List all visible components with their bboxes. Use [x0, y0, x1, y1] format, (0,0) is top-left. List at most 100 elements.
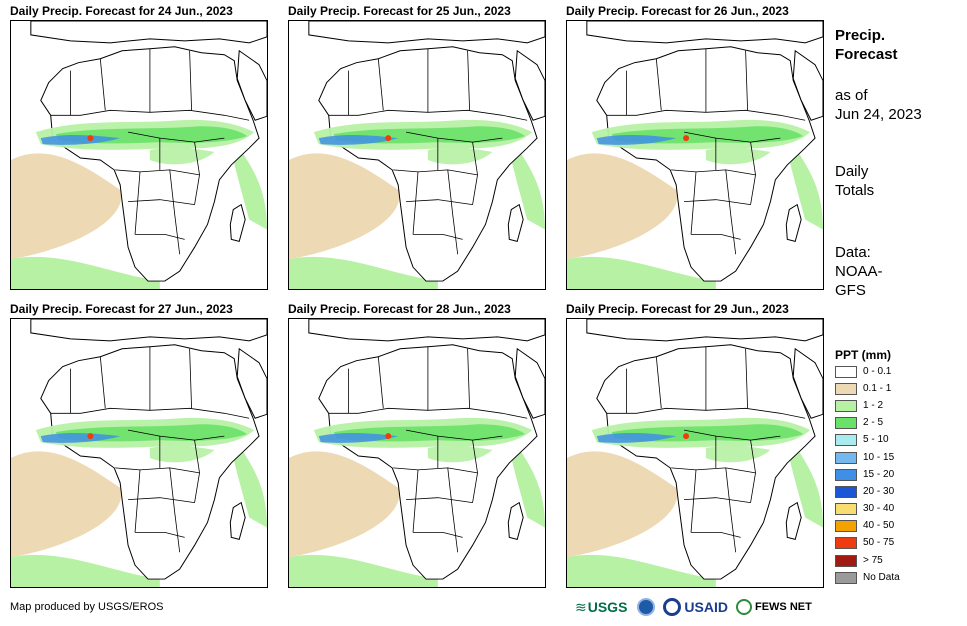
country-border — [750, 440, 756, 503]
precip-band-heavy-west — [40, 432, 121, 443]
country-border — [745, 50, 748, 111]
panel-title: Daily Precip. Forecast for 24 Jun., 2023 — [10, 4, 233, 18]
legend-item: 2 - 5 — [835, 415, 955, 432]
precip-area-southern-ocean — [289, 554, 438, 587]
agency-logos: ≋ USGS USAID FEWS NET — [575, 595, 835, 619]
forecast-map[interactable] — [566, 20, 824, 290]
africa-landmass — [318, 344, 538, 580]
precip-hotspot — [683, 433, 690, 440]
data-line1: Data: — [835, 244, 871, 261]
africa-landmass — [40, 344, 260, 580]
country-border — [169, 169, 181, 255]
country-border — [406, 131, 503, 143]
precip-band-heavy-west — [318, 134, 399, 145]
usaid-logo-text: USAID — [684, 599, 728, 615]
precip-area-indian-ocean — [787, 438, 823, 528]
totals-line1: Daily — [835, 163, 869, 180]
legend-swatch — [835, 485, 857, 498]
sidebar-title: Precip. Forecast — [835, 26, 955, 64]
country-border — [467, 348, 470, 409]
madagascar-landmass — [507, 501, 524, 540]
country-border — [115, 467, 200, 474]
country-border — [189, 50, 192, 111]
map-svg — [11, 21, 267, 289]
legend-swatch — [835, 451, 857, 464]
fewsnet-globe-icon — [735, 599, 752, 615]
legend-swatch — [835, 365, 857, 378]
forecast-map[interactable] — [288, 20, 546, 290]
precip-area-south-atlantic — [289, 153, 400, 260]
precip-area-southern-ocean — [289, 256, 438, 289]
panel-title: Daily Precip. Forecast for 26 Jun., 2023 — [566, 4, 789, 18]
legend-swatch — [835, 434, 857, 447]
legend-swatch — [835, 399, 857, 412]
europe-landmass — [586, 319, 823, 342]
country-border — [691, 234, 741, 240]
country-border — [128, 497, 195, 504]
panel-title: Daily Precip. Forecast for 28 Jun., 2023 — [288, 302, 511, 316]
legend-label: 20 - 30 — [863, 485, 895, 497]
legend-item: 30 - 40 — [835, 501, 955, 518]
legend-item: 40 - 50 — [835, 518, 955, 535]
country-border — [690, 469, 697, 533]
country-border — [406, 199, 473, 206]
asof-line2: Jun 24, 2023 — [835, 106, 922, 123]
europe-landmass — [308, 319, 545, 342]
country-border — [684, 131, 781, 143]
forecast-map[interactable] — [10, 20, 268, 290]
country-border — [194, 440, 200, 503]
forecast-map[interactable] — [10, 318, 268, 588]
precip-band-heavy-west — [596, 432, 677, 443]
legend-item: 20 - 30 — [835, 483, 955, 500]
forecast-map[interactable] — [288, 318, 546, 588]
country-border — [467, 50, 470, 111]
sidebar-data-source: Data: NOAA- GFS — [835, 243, 955, 300]
legend-swatch — [835, 571, 857, 584]
country-border — [413, 532, 463, 538]
country-border — [128, 131, 225, 143]
fewsnet-logo-text: FEWS NET — [754, 601, 812, 613]
country-border — [684, 199, 751, 206]
legend-item: 50 - 75 — [835, 535, 955, 552]
legend-label: 0 - 0.1 — [863, 365, 892, 377]
country-border — [406, 497, 473, 504]
precip-area-southern-ocean — [567, 554, 716, 587]
data-line3: GFS — [835, 282, 866, 299]
legend-label: 2 - 5 — [863, 417, 884, 429]
legend-swatch — [835, 554, 857, 567]
map-svg — [567, 21, 823, 289]
africa-landmass — [318, 46, 538, 282]
country-border — [99, 356, 106, 409]
arabia-landmass — [236, 347, 267, 419]
legend-swatch — [835, 520, 857, 533]
country-border — [413, 234, 463, 240]
country-border — [655, 58, 662, 111]
precip-area-southern-ocean — [11, 554, 160, 587]
legend-label: No Data — [863, 571, 900, 583]
sidebar-title-line2: Forecast — [835, 46, 898, 63]
africa-landmass — [40, 46, 260, 282]
madagascar-landmass — [785, 203, 802, 242]
precip-band-congo — [705, 147, 771, 165]
country-border — [377, 58, 384, 111]
precip-area-indian-ocean — [509, 140, 545, 230]
country-border — [745, 348, 748, 409]
madagascar-landmass — [229, 203, 246, 242]
precip-area-south-atlantic — [11, 153, 122, 260]
madagascar-landmass — [785, 501, 802, 540]
country-border — [99, 58, 106, 111]
legend-swatch — [835, 537, 857, 550]
forecast-panel-jun27: Daily Precip. Forecast for 27 Jun., 2023 — [10, 302, 268, 588]
legend-rows: 0 - 0.1 0.1 - 1 1 - 2 2 - 5 5 - 10 10 - 15 15 … — [835, 363, 955, 586]
usaid-seal-icon — [663, 598, 682, 616]
legend-item: > 75 — [835, 552, 955, 569]
ppt-legend: PPT (mm) 0 - 0.1 0.1 - 1 1 - 2 2 - 5 5 - 10 1… — [835, 347, 955, 586]
legend-swatch — [835, 417, 857, 430]
arabia-landmass — [514, 347, 545, 419]
usgs-logo: ≋ USGS — [575, 599, 627, 616]
country-border — [377, 356, 384, 409]
totals-line2: Totals — [835, 182, 875, 199]
forecast-map[interactable] — [566, 318, 824, 588]
precip-area-indian-ocean — [231, 140, 267, 230]
forecast-panel-jun28: Daily Precip. Forecast for 28 Jun., 2023 — [288, 302, 546, 588]
